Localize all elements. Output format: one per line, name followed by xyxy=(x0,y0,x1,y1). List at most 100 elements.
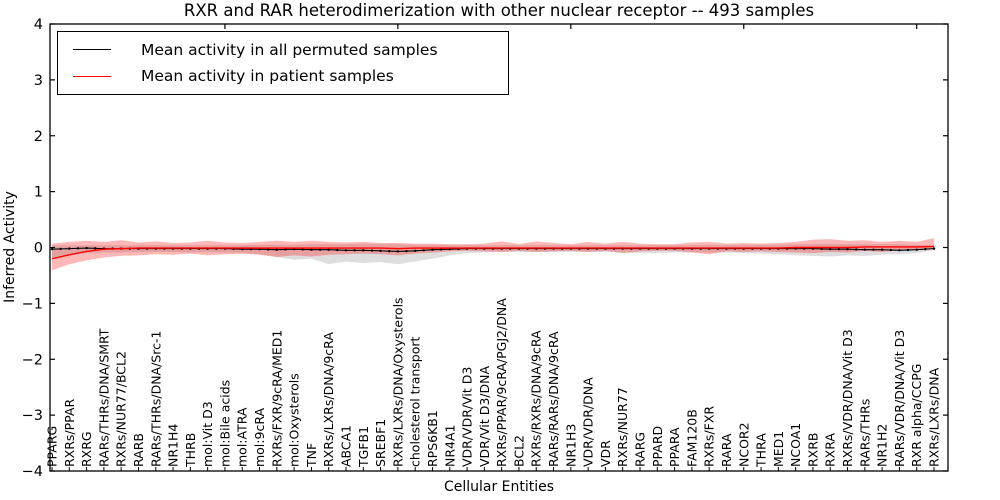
x-tick-label: RARs/THRs/DNA/SMRT xyxy=(96,328,111,467)
marker-dot xyxy=(439,248,443,251)
x-tick-label: mol:Oxysterols xyxy=(287,373,302,467)
x-tick-label: RXRs/FXR xyxy=(702,406,717,467)
x-tick-label: RPS6KB1 xyxy=(425,410,440,467)
x-tick-label: VDR/Vit D3/DNA xyxy=(477,366,492,467)
x-tick-label: RARs/THRs/DNA/Src-1 xyxy=(148,331,163,467)
marker-dot xyxy=(301,248,304,251)
marker-dot xyxy=(68,247,71,250)
x-tick-label: RARs/RARs/DNA/9cRA xyxy=(546,331,561,467)
legend-red-line-sample xyxy=(73,75,111,77)
x-tick-label: NR1H4 xyxy=(166,424,181,467)
band-patient-samples-range xyxy=(52,238,934,271)
x-axis-label: Cellular Entities xyxy=(444,479,554,495)
marker-dot xyxy=(863,248,867,251)
x-tick-label: NCOR2 xyxy=(736,422,751,467)
x-tick-labels: PPARG RXRs/PPAR RXRG RARs/THRs/DNA/SMRT RXRs… xyxy=(45,297,942,468)
y-tick-label: −1 xyxy=(22,296,43,312)
marker-dot xyxy=(388,249,391,253)
legend-label-patient: Mean activity in patient samples xyxy=(141,67,394,86)
x-tick-label: RXR alpha/CCPG xyxy=(909,364,924,467)
marker-dot xyxy=(318,248,322,251)
x-tick-label: THRA xyxy=(754,433,769,468)
x-tick-label: TNF xyxy=(304,443,319,468)
marker-dot xyxy=(362,249,365,252)
x-tick-label: BCL2 xyxy=(511,435,526,467)
x-tick-label: RXRs/NUR77 xyxy=(615,387,630,467)
mean-activity-lines xyxy=(50,245,936,260)
x-tick-label: NCOA1 xyxy=(788,423,803,467)
marker-dot xyxy=(820,247,823,251)
marker-dot xyxy=(924,247,927,251)
legend-black-line-sample xyxy=(73,49,111,51)
marker-dot xyxy=(50,247,54,251)
legend-label-permuted: Mean activity in all permuted samples xyxy=(141,40,438,59)
x-tick-label: RXRs/RXRs/DNA/9cRA xyxy=(529,330,544,467)
marker-dot xyxy=(932,247,936,250)
x-tick-label: RXRG xyxy=(79,431,94,467)
marker-dot xyxy=(85,246,88,250)
x-tick-label: RXRs/LXRs/DNA/Oxysterols xyxy=(390,297,405,467)
x-tick-label: mol:Bile acids xyxy=(217,380,232,467)
marker-dot xyxy=(413,249,417,253)
marker-dot xyxy=(327,248,330,251)
x-tick-label: ABCA1 xyxy=(339,425,354,467)
marker-dot xyxy=(837,247,841,251)
marker-dot xyxy=(275,248,279,251)
x-tick-label: mol:9cRA xyxy=(252,407,267,467)
x-tick-label: FAM120B xyxy=(684,409,699,467)
x-tick-label: RXRA xyxy=(823,433,838,467)
legend: Mean activity in all permuted samples Me… xyxy=(57,31,509,95)
marker-dot xyxy=(880,248,884,251)
marker-dot xyxy=(266,248,270,251)
marker-dot xyxy=(76,247,80,250)
y-tick-label: −4 xyxy=(22,464,43,480)
x-tick-label: SREBF1 xyxy=(373,419,388,467)
axes-spines-and-ticks xyxy=(49,23,949,472)
marker-dot xyxy=(336,248,339,252)
marker-dot xyxy=(889,248,892,252)
x-tick-label: VDR xyxy=(598,440,613,467)
x-tick-label: RARB xyxy=(131,433,146,467)
x-tick-label: TGFB1 xyxy=(356,426,371,468)
marker-dot xyxy=(898,249,901,252)
x-tick-label: mol:ATRA xyxy=(235,407,250,467)
marker-dot xyxy=(94,247,97,250)
marker-dot xyxy=(370,249,374,252)
x-tick-label: PPARG xyxy=(45,426,60,467)
y-tick-label: 2 xyxy=(34,129,43,145)
marker-dot xyxy=(915,248,918,251)
x-tick-label: NR1H2 xyxy=(875,424,890,467)
x-tick-label: RXRs/PPAR/9cRA/PGJ2/DNA xyxy=(494,298,509,467)
legend-item-patient: Mean activity in patient samples xyxy=(58,67,508,85)
mean-line-patient xyxy=(51,245,935,260)
x-tick-label: RXRs/VDR/DNA/Vit D3 xyxy=(840,329,855,467)
x-tick-label: cholesterol transport xyxy=(408,336,423,467)
marker-dot xyxy=(396,250,400,253)
marker-dot xyxy=(353,249,356,252)
x-tick-label: RARG xyxy=(633,432,648,467)
marker-dot xyxy=(344,249,348,252)
x-tick-label: VDR/VDR/DNA xyxy=(581,377,596,467)
y-tick-label: −3 xyxy=(22,408,43,424)
confidence-bands xyxy=(52,238,934,271)
x-tick-label: MED1 xyxy=(771,431,786,467)
x-tick-label: RXRs/LXRs/DNA/9cRA xyxy=(321,332,336,467)
marker-dot xyxy=(846,247,849,251)
marker-dot xyxy=(906,248,910,252)
marker-dot xyxy=(431,248,434,251)
x-tick-label: mol:Vit D3 xyxy=(200,401,215,467)
x-tick-label: NR1H3 xyxy=(563,424,578,467)
x-tick-label: VDR/VDR/Vit D3 xyxy=(460,367,475,467)
y-tick-label: −2 xyxy=(22,352,43,368)
marker-dot xyxy=(59,247,62,251)
x-tick-label: RXRs/PPAR xyxy=(62,399,77,467)
chart-title: RXR and RAR heterodimerization with othe… xyxy=(184,1,814,20)
y-tick-labels: −4 −3 −2 −1 0 1 2 3 4 xyxy=(22,17,43,480)
marker-dot xyxy=(379,249,382,253)
x-tick-label: RXRB xyxy=(805,432,820,467)
y-axis-label: Inferred Activity xyxy=(2,191,18,303)
x-tick-label: PPARD xyxy=(650,426,665,467)
x-tick-label: RARA xyxy=(719,433,734,467)
y-tick-label: 0 xyxy=(34,241,43,257)
